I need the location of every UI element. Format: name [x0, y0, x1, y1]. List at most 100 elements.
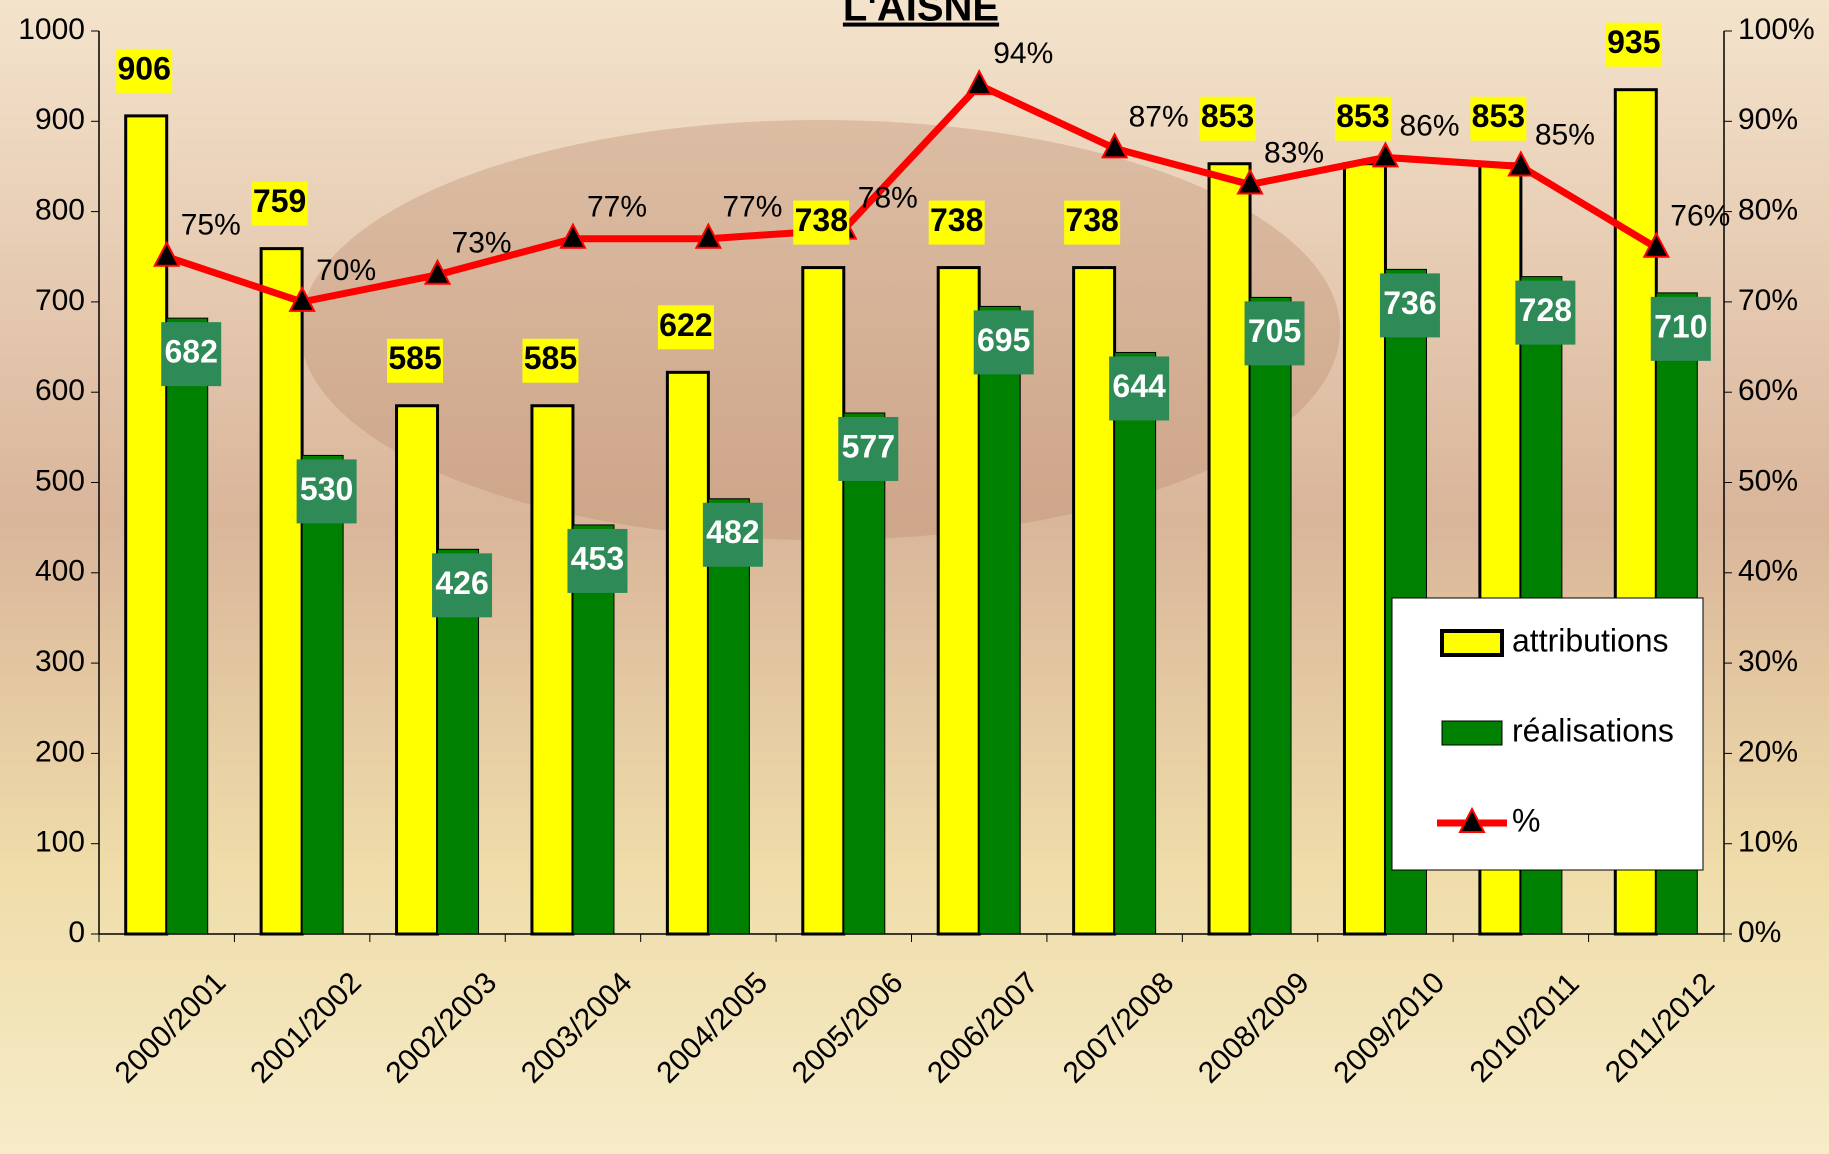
line-percent [165, 80, 1659, 306]
marker-percent [1236, 168, 1264, 195]
y2-tick-label: 20% [1738, 735, 1798, 768]
value-label-realisations: 644 [1112, 368, 1166, 404]
legend-swatch [1441, 720, 1503, 746]
marker-percent [1507, 150, 1535, 177]
y2-tick-label: 40% [1738, 555, 1798, 588]
legend-marker [1458, 806, 1486, 833]
label-box-realisations [1650, 296, 1711, 361]
y-tick-label: 300 [35, 645, 85, 678]
bar-realisations [572, 524, 615, 935]
bar-attributions [1207, 162, 1252, 936]
value-label-percent: 78% [858, 182, 918, 215]
label-box-realisations [1244, 301, 1305, 366]
value-label-percent: 94% [993, 37, 1053, 70]
value-label-percent: 86% [1399, 109, 1459, 142]
label-box-realisations [296, 459, 357, 524]
bar-attributions [1072, 266, 1117, 936]
value-label-realisations: 482 [706, 514, 759, 550]
y2-tick-label: 10% [1738, 826, 1798, 859]
value-label-realisations: 736 [1383, 285, 1436, 321]
bar-attributions [530, 404, 575, 936]
bar-attributions [124, 114, 169, 936]
label-box-attributions [1199, 96, 1256, 141]
y-tick-label: 900 [35, 103, 85, 136]
y-tick-label: 700 [35, 284, 85, 317]
label-box-attributions [1470, 96, 1527, 141]
value-label-attributions: 906 [118, 50, 171, 86]
y2-tick-label: 60% [1738, 374, 1798, 407]
value-label-realisations: 682 [165, 334, 218, 370]
bar-attributions [936, 266, 981, 936]
y2-tick-label: 50% [1738, 464, 1798, 497]
label-box-realisations [838, 416, 899, 481]
legend-label: attributions [1512, 622, 1669, 658]
y2-tick-label: 80% [1738, 194, 1798, 227]
y2-tick-label: 90% [1738, 103, 1798, 136]
value-label-realisations: 705 [1248, 313, 1301, 349]
y2-tick-label: 0% [1738, 916, 1781, 949]
label-box-realisations [1379, 273, 1440, 338]
value-label-percent: 87% [1129, 100, 1189, 133]
value-label-percent: 76% [1670, 200, 1730, 233]
y-tick-label: 200 [35, 735, 85, 768]
label-box-realisations [161, 322, 222, 387]
label-box-realisations [1109, 356, 1170, 421]
legend-label: % [1512, 802, 1540, 838]
label-box-realisations [567, 528, 628, 593]
label-box-attributions [1064, 200, 1121, 245]
label-box-attributions [522, 338, 579, 383]
value-label-percent: 77% [587, 191, 647, 224]
y-tick-label: 400 [35, 555, 85, 588]
value-label-realisations: 728 [1519, 292, 1572, 328]
value-label-attributions: 585 [388, 340, 441, 376]
value-label-percent: 83% [1264, 136, 1324, 169]
value-label-attributions: 853 [1201, 98, 1254, 134]
value-label-attributions: 622 [659, 307, 712, 343]
label-box-realisations [973, 310, 1034, 375]
marker-percent [1371, 141, 1400, 168]
value-label-percent: 85% [1535, 118, 1595, 151]
y-tick-label: 0 [68, 916, 85, 949]
label-box-attributions [116, 48, 173, 93]
y-tick-label: 500 [35, 464, 85, 497]
value-label-attributions: 738 [930, 202, 983, 238]
bar-attributions [259, 247, 304, 936]
value-label-percent: 73% [452, 227, 512, 260]
marker-percent [1642, 231, 1670, 258]
marker-percent [694, 222, 723, 249]
label-box-attributions [928, 200, 985, 245]
marker-percent [559, 222, 587, 249]
value-label-realisations: 710 [1654, 308, 1707, 344]
label-box-attributions [1605, 22, 1662, 67]
label-box-attributions [251, 181, 308, 226]
value-label-attributions: 853 [1336, 98, 1389, 134]
value-label-realisations: 577 [842, 428, 895, 464]
bar-attributions [1342, 162, 1387, 936]
bar-realisations [843, 412, 886, 935]
value-label-attributions: 738 [795, 202, 848, 238]
value-label-attributions: 738 [1065, 202, 1118, 238]
marker-percent [153, 240, 181, 267]
y2-tick-label: 100% [1738, 13, 1815, 46]
label-box-realisations [432, 553, 493, 618]
bar-realisations [166, 317, 209, 935]
bar-attributions [395, 404, 440, 936]
marker-percent [288, 285, 316, 312]
value-label-realisations: 530 [300, 471, 353, 507]
y2-tick-label: 70% [1738, 284, 1798, 317]
bar-realisations [707, 498, 750, 935]
label-box-attributions [1334, 96, 1391, 141]
label-box-attributions [793, 200, 850, 245]
bar-attributions [665, 370, 710, 936]
value-label-realisations: 426 [435, 565, 488, 601]
value-label-attributions: 935 [1607, 24, 1660, 60]
legend-swatch [1440, 629, 1504, 657]
bar-realisations [1249, 296, 1292, 935]
value-label-attributions: 853 [1472, 98, 1525, 134]
value-label-realisations: 453 [571, 540, 624, 576]
bar-realisations [1114, 351, 1157, 935]
label-box-attributions [387, 338, 444, 383]
chart-title: L'AISNE [843, 0, 999, 30]
marker-percent [1100, 132, 1129, 159]
